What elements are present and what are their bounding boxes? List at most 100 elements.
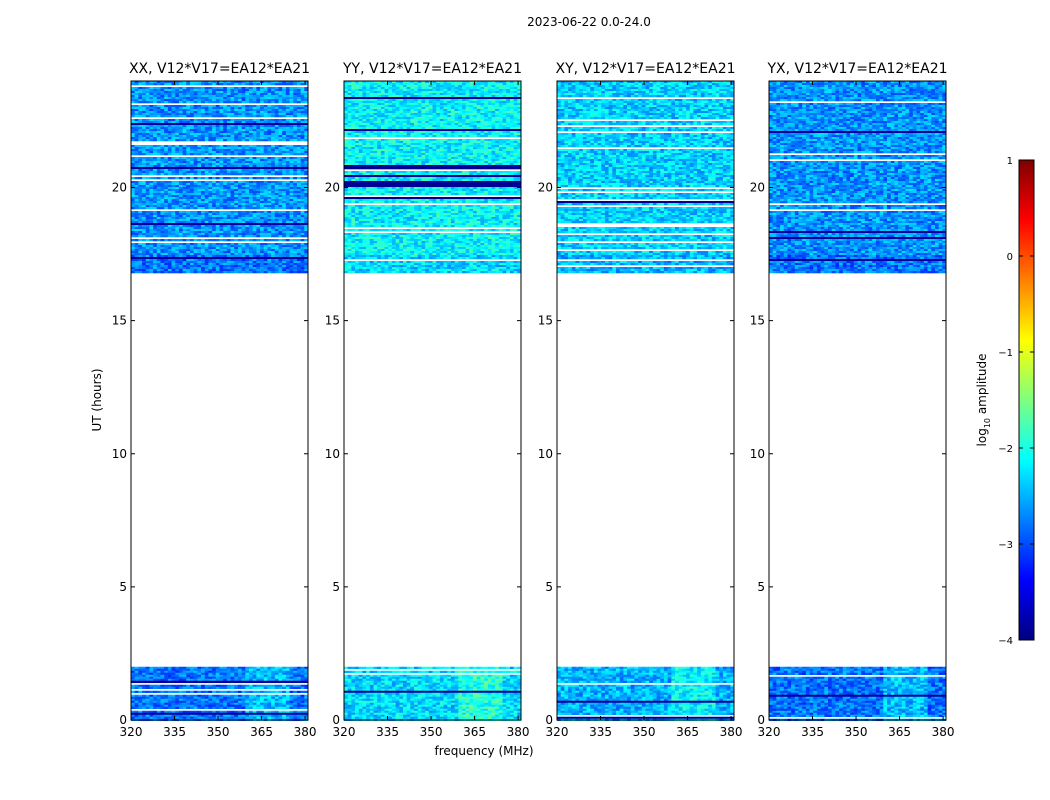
heatmap-cell: [145, 690, 150, 694]
heatmap-cell: [134, 93, 139, 96]
heatmap-cell: [167, 97, 172, 100]
heatmap-cell: [230, 704, 235, 708]
heatmap-cell: [204, 257, 209, 260]
heatmap-cell: [149, 712, 154, 716]
heatmap-cell: [274, 706, 279, 710]
heatmap-cell: [131, 107, 135, 110]
heatmap-cell: [190, 199, 194, 202]
heatmap-cell: [226, 678, 231, 682]
heatmap-cell: [256, 173, 261, 176]
heatmap-cell: [263, 261, 268, 264]
heatmap-cell: [271, 712, 276, 716]
heatmap-cell: [245, 259, 250, 262]
heatmap-cell: [226, 704, 231, 708]
heatmap-cell: [249, 694, 253, 698]
heatmap-cell: [304, 247, 309, 250]
heatmap-cell: [252, 81, 257, 84]
heatmap-cell: [260, 211, 265, 214]
heatmap-cell: [145, 229, 150, 232]
heatmap-cell: [260, 193, 265, 196]
heatmap-cell: [134, 235, 139, 238]
heatmap-cell: [212, 670, 217, 674]
heatmap-cell: [274, 666, 279, 670]
heatmap-cell: [142, 684, 147, 688]
heatmap-cell: [278, 684, 283, 688]
heatmap-cell: [134, 676, 139, 680]
heatmap-cell: [237, 87, 242, 90]
heatmap-cell: [201, 233, 206, 236]
heatmap-cell: [164, 129, 169, 132]
heatmap-cell: [234, 87, 239, 90]
heatmap-cell: [156, 197, 161, 200]
heatmap-cell: [156, 121, 161, 124]
heatmap-cell: [300, 127, 305, 130]
heatmap-cell: [131, 133, 135, 136]
heatmap-cell: [131, 125, 135, 128]
heatmap-cell: [282, 672, 287, 676]
heatmap-cell: [252, 131, 257, 134]
heatmap-cell: [274, 191, 279, 194]
heatmap-cell: [230, 183, 235, 186]
heatmap-cell: [293, 201, 298, 204]
heatmap-cell: [300, 215, 305, 218]
heatmap-cell: [274, 91, 279, 94]
heatmap-cell: [131, 89, 135, 92]
heatmap-cell: [237, 169, 242, 172]
heatmap-cell: [241, 105, 246, 108]
heatmap-cell: [190, 205, 194, 208]
heatmap-cell: [285, 261, 290, 264]
heatmap-cell: [226, 195, 231, 198]
heatmap-cell: [138, 189, 143, 192]
heatmap-cell: [138, 133, 143, 136]
heatmap-cell: [138, 213, 143, 216]
heatmap-cell: [212, 121, 217, 124]
heatmap-cell: [171, 690, 176, 694]
heatmap-cell: [282, 716, 287, 720]
heatmap-cell: [278, 111, 283, 114]
heatmap-cell: [252, 167, 257, 170]
heatmap-cell: [153, 686, 158, 690]
heatmap-cell: [241, 195, 246, 198]
heatmap-cell: [182, 195, 187, 198]
heatmap-cell: [252, 187, 257, 190]
heatmap-cell: [219, 119, 224, 122]
heatmap-cell: [223, 163, 228, 166]
heatmap-cell: [178, 191, 183, 194]
heatmap-cell: [296, 105, 301, 108]
heatmap-cell: [182, 213, 187, 216]
heatmap-cell: [263, 223, 268, 226]
heatmap-cell: [208, 233, 213, 236]
heatmap-cell: [245, 115, 250, 118]
heatmap-cell: [197, 261, 202, 264]
heatmap-cell: [300, 203, 305, 206]
heatmap-cell: [145, 125, 150, 128]
heatmap-cell: [237, 245, 242, 248]
heatmap-cell: [186, 668, 191, 672]
heatmap-cell: [296, 712, 301, 716]
heatmap-cell: [271, 159, 276, 162]
heatmap-cell: [208, 169, 213, 172]
heatmap-cell: [226, 205, 231, 208]
heatmap-cell: [226, 169, 231, 172]
heatmap-cell: [164, 249, 169, 252]
heatmap-cell: [197, 686, 202, 690]
heatmap-cell: [201, 81, 206, 84]
heatmap-cell: [278, 694, 283, 698]
heatmap-cell: [300, 161, 305, 164]
heatmap-cell: [234, 235, 239, 238]
heatmap-cell: [215, 183, 220, 186]
heatmap-cell: [249, 133, 253, 136]
heatmap-cell: [153, 163, 158, 166]
heatmap-cell: [164, 89, 169, 92]
heatmap-cell: [289, 668, 294, 672]
heatmap-cell: [300, 684, 305, 688]
heatmap-cell: [271, 247, 276, 250]
heatmap-cell: [226, 159, 231, 162]
heatmap-cell: [263, 163, 268, 166]
heatmap-cell: [153, 93, 158, 96]
heatmap-cell: [215, 211, 220, 214]
heatmap-cell: [175, 193, 180, 196]
heatmap-cell: [234, 165, 239, 168]
heatmap-cell: [186, 680, 191, 684]
heatmap-cell: [178, 247, 183, 250]
